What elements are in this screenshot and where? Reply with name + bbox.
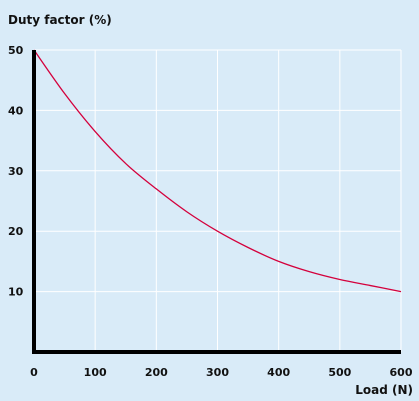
x-tick-labels: 0 100 200 300 400 500 600	[30, 366, 413, 379]
series-line-0	[33, 49, 402, 293]
y-tick-label-20: 20	[8, 225, 24, 238]
y-tick-labels: 10 20 30 40 50	[8, 44, 24, 299]
y-axis-title: Duty factor (%)	[8, 13, 112, 27]
x-tick-label-500: 500	[328, 366, 351, 379]
y-tick-label-50: 50	[8, 44, 24, 57]
series-group	[33, 49, 402, 293]
y-tick-label-10: 10	[8, 286, 24, 299]
x-axis-title: Load (N)	[355, 383, 413, 397]
y-tick-label-40: 40	[8, 104, 24, 117]
x-tick-label-300: 300	[206, 366, 229, 379]
x-tick-label-100: 100	[84, 366, 107, 379]
gridlines	[34, 49, 402, 352]
x-tick-label-400: 400	[267, 366, 290, 379]
x-tick-label-600: 600	[390, 366, 413, 379]
x-tick-label-0: 0	[30, 366, 38, 379]
x-tick-label-200: 200	[145, 366, 168, 379]
y-tick-label-30: 30	[8, 165, 24, 178]
axes	[32, 50, 401, 354]
